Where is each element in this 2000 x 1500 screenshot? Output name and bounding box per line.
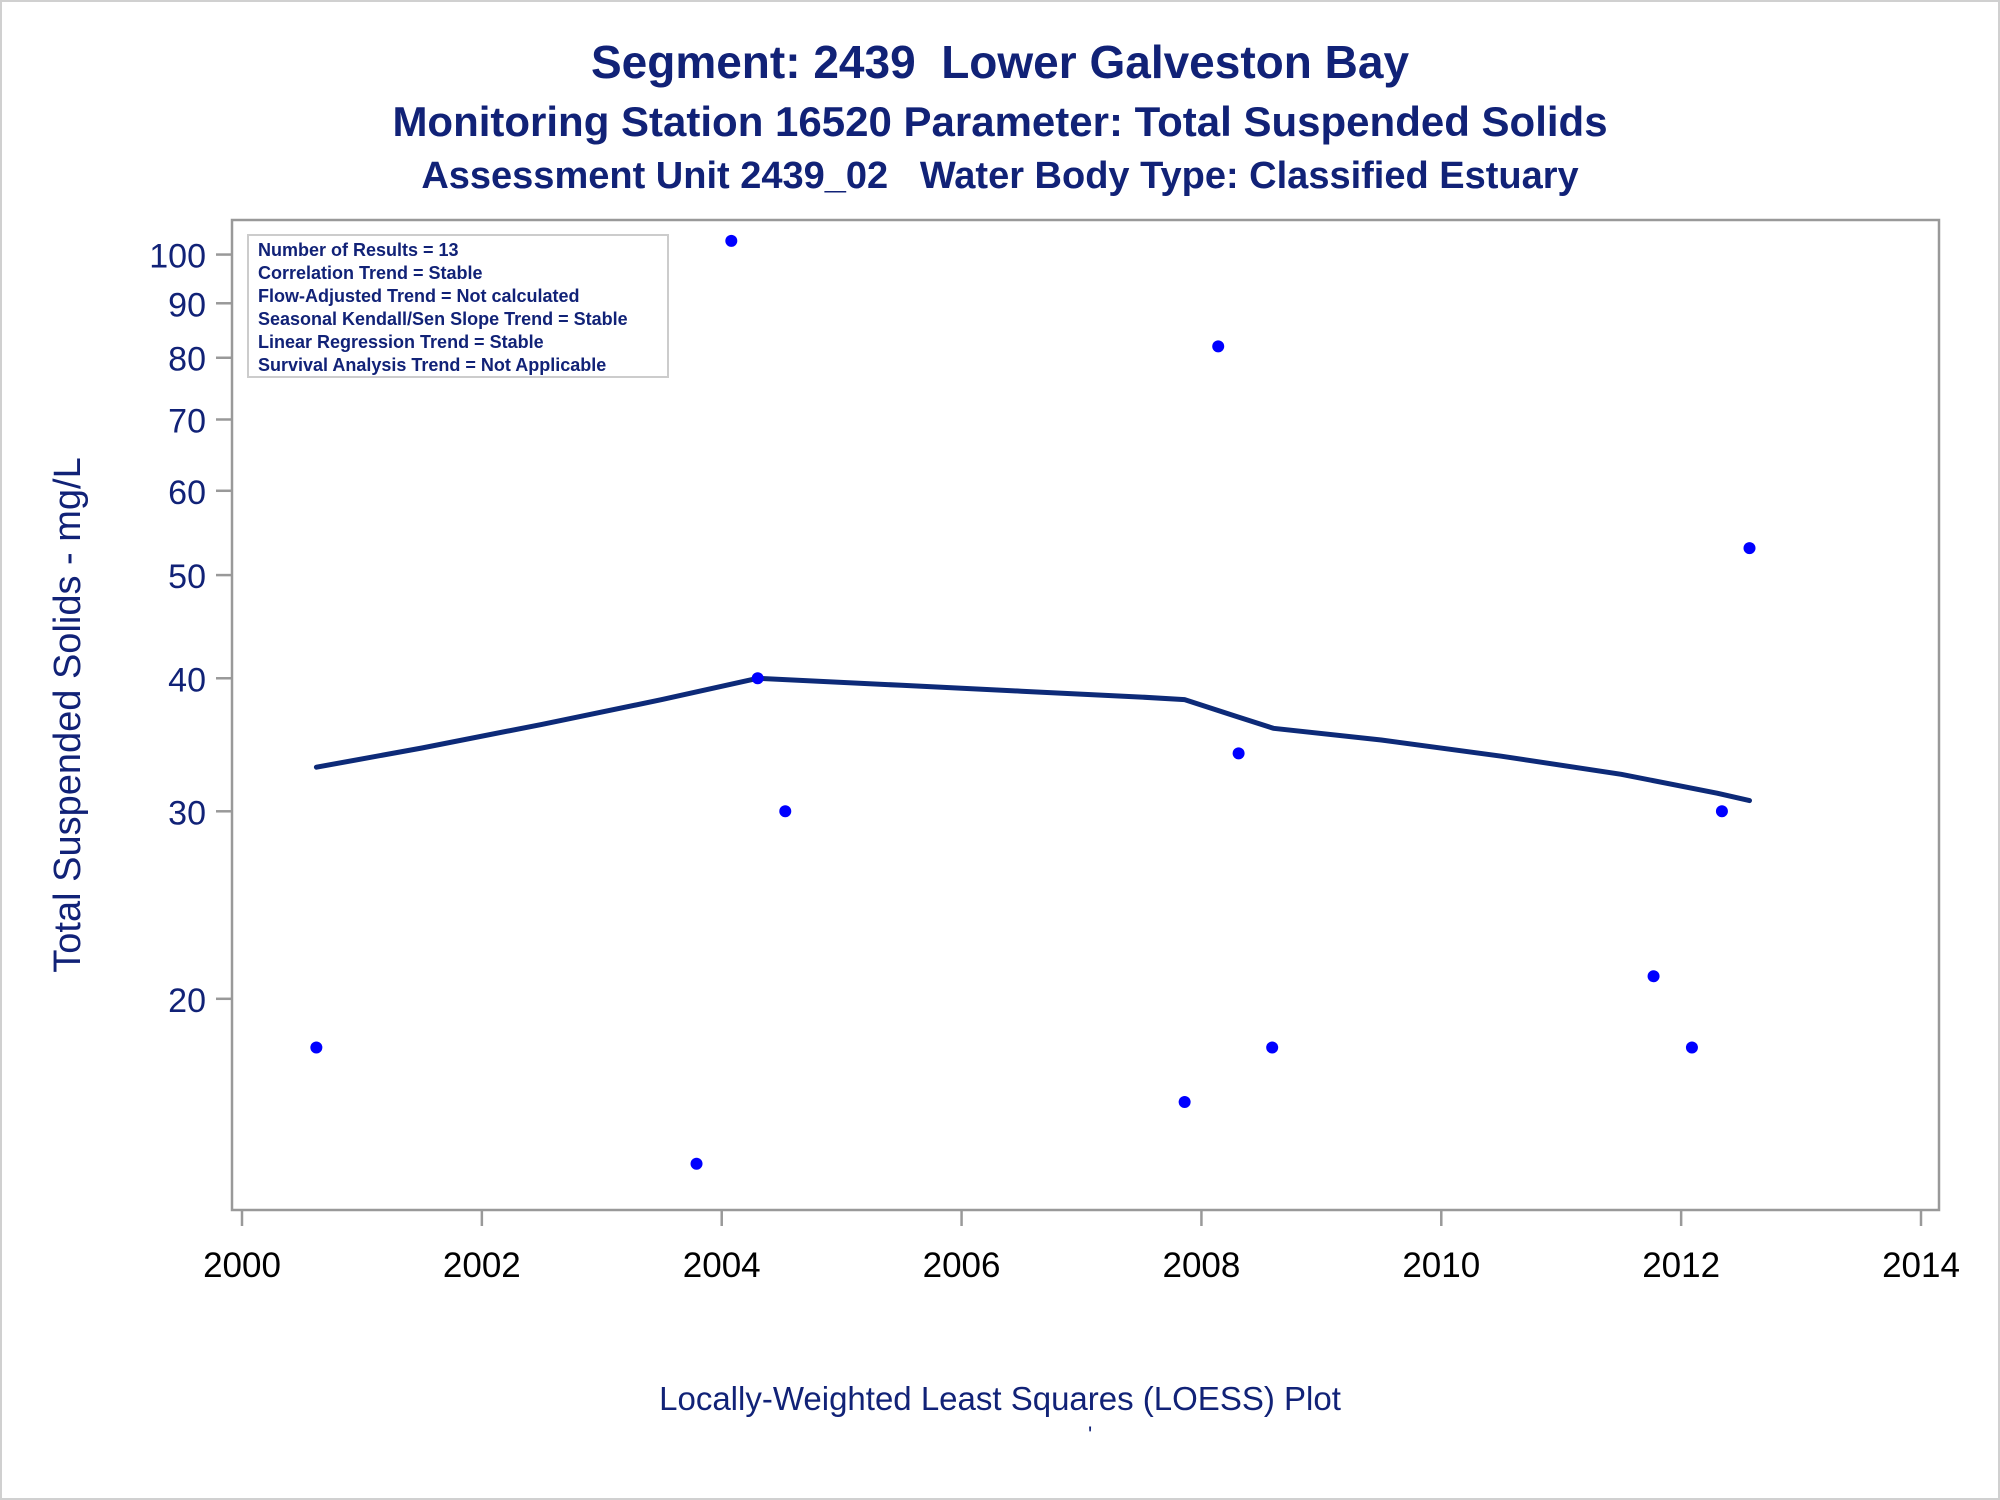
data-point — [1212, 340, 1225, 353]
stats-box-line: Flow-Adjusted Trend = Not calculated — [258, 286, 580, 306]
y-tick-label: 70 — [168, 402, 206, 440]
data-point — [1232, 747, 1245, 760]
chart-title: Segment: 2439 Lower Galveston Bay — [590, 36, 1410, 88]
data-point — [1685, 1041, 1698, 1054]
stats-box-line: Linear Regression Trend = Stable — [258, 332, 544, 352]
x-tick-label: 2006 — [923, 1246, 1001, 1285]
data-point — [1743, 542, 1756, 555]
y-tick-label: 60 — [168, 474, 206, 512]
stats-box-border — [247, 234, 669, 378]
data-point — [725, 234, 738, 247]
x-tick-label: 2014 — [1882, 1246, 1960, 1285]
y-tick-label: 40 — [168, 661, 206, 699]
x-tick-label: 2010 — [1402, 1246, 1480, 1285]
footnote: Locally-Weighted Least Squares (LOESS) P… — [659, 1380, 1341, 1417]
chart-subtitle: Monitoring Station 16520 Parameter: Tota… — [392, 98, 1608, 145]
footnote-mark: ' — [1088, 1422, 1093, 1447]
x-tick-label: 2002 — [443, 1246, 521, 1285]
series-layer — [310, 234, 1756, 1170]
stats-box-line: Correlation Trend = Stable — [258, 263, 483, 283]
stats-box-line: Seasonal Kendall/Sen Slope Trend = Stabl… — [258, 309, 628, 329]
data-point — [1266, 1041, 1279, 1054]
y-tick-label: 20 — [168, 982, 206, 1020]
y-tick-label: 30 — [168, 794, 206, 832]
x-tick-label: 2012 — [1642, 1246, 1720, 1285]
y-axis: 20 30 40 50 60 70 80 90 100 — [149, 238, 232, 1020]
data-point — [779, 805, 792, 818]
stats-box-line: Number of Results = 13 — [258, 240, 459, 260]
y-tick-label: 100 — [149, 238, 206, 276]
data-point — [1647, 970, 1660, 983]
y-tick-label: 90 — [168, 286, 206, 324]
data-point — [690, 1157, 703, 1170]
stats-box: Number of Results = 13 Correlation Trend … — [247, 234, 669, 378]
data-point — [1715, 805, 1728, 818]
stats-box-line: Survival Analysis Trend = Not Applicable — [258, 355, 606, 375]
x-tick-label: 2004 — [683, 1246, 761, 1285]
chart-subtitle-2: Assessment Unit 2439_02 Water Body Type:… — [421, 155, 1579, 197]
x-tick-label: 2000 — [203, 1246, 281, 1285]
x-tick-label: 2008 — [1162, 1246, 1240, 1285]
data-point — [1178, 1095, 1191, 1108]
x-axis: 2000 2002 2004 2006 2008 2010 2012 2014 — [203, 1210, 1960, 1285]
plot-area-border — [230, 218, 1941, 1212]
loess-line — [313, 675, 1752, 804]
data-point — [310, 1041, 323, 1054]
y-tick-label: 80 — [168, 341, 206, 379]
y-axis-label: Total Suspended Solids - mg/L — [47, 457, 89, 972]
y-tick-label: 50 — [168, 558, 206, 596]
data-point — [751, 672, 764, 685]
